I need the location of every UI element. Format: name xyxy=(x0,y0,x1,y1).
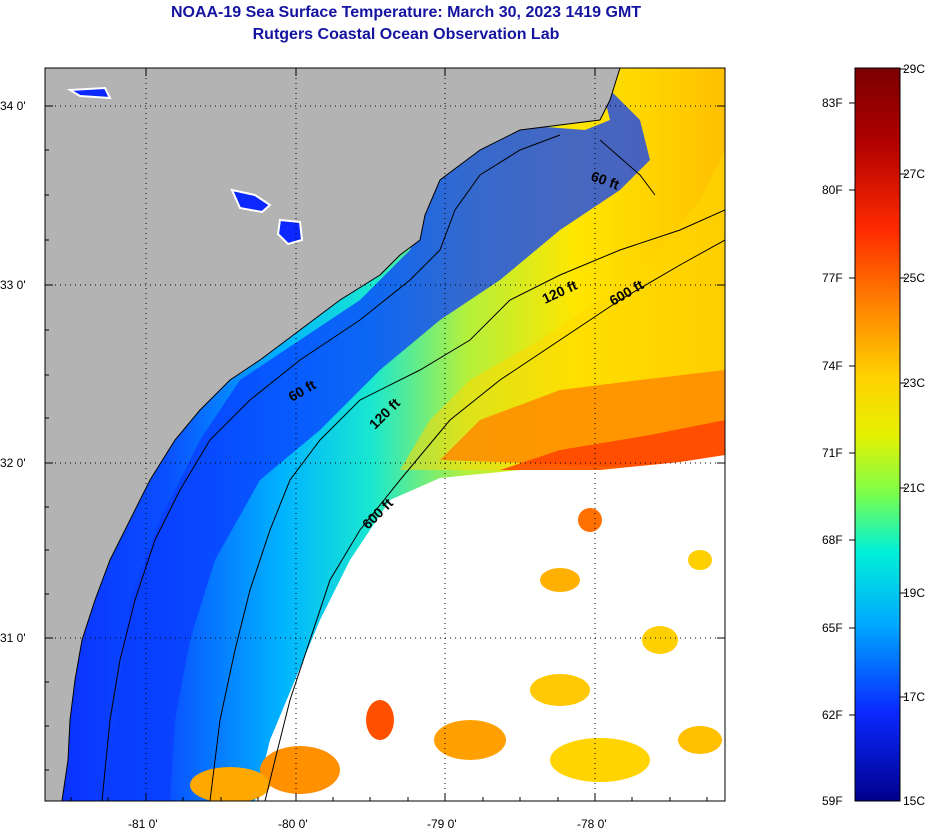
coastline xyxy=(61,68,621,801)
lat-label: 34 0' xyxy=(0,99,26,113)
lat-label: 33 0' xyxy=(0,278,26,292)
lon-label: -79 0' xyxy=(427,817,457,831)
gulf-stream-core xyxy=(500,420,725,470)
colorbar-ticks xyxy=(849,68,906,716)
map-frame xyxy=(44,67,726,802)
colorbar-c-label: 19C xyxy=(903,586,925,600)
colorbar-c-label: 23C xyxy=(903,376,925,390)
colorbar-c-label: 29C xyxy=(903,62,925,76)
colorbar-c-label: 25C xyxy=(903,271,925,285)
lat-label: 31 0' xyxy=(0,631,26,645)
lon-label: -80 0' xyxy=(278,817,308,831)
colorbar-c-label: 15C xyxy=(903,794,925,808)
graticule xyxy=(45,68,725,801)
lat-label: 32 0' xyxy=(0,456,26,470)
map-plot-area: 60 ft 60 ft 120 ft 120 ft 600 ft 600 ft xyxy=(45,68,725,801)
contour-120ft xyxy=(209,209,725,801)
colorbar-f-label: 74F xyxy=(822,359,843,373)
colorbar-f-label: 59F xyxy=(822,794,843,808)
colorbar-c-label: 17C xyxy=(903,690,925,704)
colorbar-f-label: 83F xyxy=(822,96,843,110)
axis-ticks xyxy=(45,68,725,801)
inland-lake xyxy=(230,188,272,214)
lon-label: -78 0' xyxy=(577,817,607,831)
contour-600ft xyxy=(264,239,725,801)
colorbar-c-label: 21C xyxy=(903,481,925,495)
contour-60ft xyxy=(101,134,561,801)
contour-60ft xyxy=(599,139,656,196)
colorbar-f-label: 62F xyxy=(822,708,843,722)
colorbar xyxy=(854,67,901,802)
colorbar-f-label: 80F xyxy=(822,183,843,197)
colorbar-f-label: 77F xyxy=(822,271,843,285)
lon-label: -81 0' xyxy=(128,817,158,831)
inland-lake xyxy=(66,86,112,100)
warm-patches xyxy=(190,508,722,801)
cold-shelf-water xyxy=(100,80,650,801)
colorbar-f-label: 68F xyxy=(822,533,843,547)
colorbar-f-label: 71F xyxy=(822,446,843,460)
map-title: NOAA-19 Sea Surface Temperature: March 3… xyxy=(170,4,642,21)
land-mass xyxy=(45,68,620,801)
colorbar-f-label: 65F xyxy=(822,621,843,635)
colorbar-c-label: 27C xyxy=(903,167,925,181)
map-subtitle: Rutgers Coastal Ocean Observation Lab xyxy=(252,26,560,43)
